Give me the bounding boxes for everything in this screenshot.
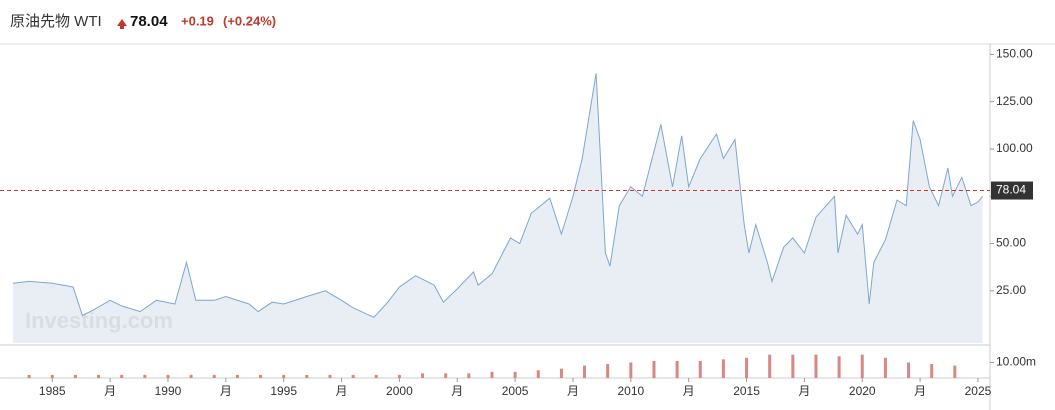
volume-bar: [143, 374, 147, 378]
volume-bar: [444, 373, 448, 378]
instrument-name: 原油先物 WTI: [10, 13, 102, 30]
volume-bar: [860, 354, 864, 378]
volume-bar: [513, 371, 517, 378]
change: +0.19: [181, 13, 214, 28]
x-tick-label: 月: [567, 384, 579, 398]
x-tick-label: 月: [798, 384, 810, 398]
volume-bar: [27, 374, 31, 378]
volume-bar: [97, 374, 101, 378]
x-tick-label: 1995: [270, 384, 297, 398]
volume-bar: [166, 374, 170, 378]
x-tick-label: 月: [104, 384, 116, 398]
x-tick-label: 月: [451, 384, 463, 398]
volume-bar: [282, 374, 286, 378]
volume-bar: [791, 354, 795, 378]
price-line: [12, 73, 983, 318]
volume-bar: [675, 360, 679, 378]
up-arrow: [117, 19, 127, 29]
volume-bar: [652, 360, 656, 378]
x-tick-label: 月: [336, 384, 348, 398]
y-tick-label: 150.00: [996, 47, 1033, 61]
volume-bar: [189, 374, 193, 378]
volume-bar: [953, 365, 957, 378]
volume-bar: [583, 365, 587, 378]
x-tick-label: 2015: [733, 384, 760, 398]
volume-bar: [721, 359, 725, 378]
volume-bar: [814, 354, 818, 378]
y-tick-label: 25.00: [996, 283, 1026, 297]
volume-bar: [351, 374, 355, 378]
volume-bar: [305, 374, 309, 378]
volume-bar: [606, 364, 610, 378]
x-tick-label: 2000: [386, 384, 413, 398]
volume-bar: [73, 374, 77, 378]
y-tick-label: 125.00: [996, 94, 1033, 108]
x-tick-label: 2005: [502, 384, 529, 398]
volume-bar: [930, 364, 934, 378]
change-pct: (+0.24%): [223, 13, 276, 28]
volume-bar: [907, 362, 911, 378]
volume-bar: [50, 374, 54, 378]
volume-bar: [559, 368, 563, 378]
volume-bar: [259, 374, 263, 378]
volume-bar: [698, 360, 702, 378]
volume-bar: [883, 357, 887, 378]
volume-bar: [120, 374, 124, 378]
x-tick-label: 1990: [155, 384, 182, 398]
x-tick-label: 月: [914, 384, 926, 398]
area-fill: [12, 73, 983, 344]
price: 78.04: [130, 13, 168, 30]
x-tick-label: 1985: [39, 384, 66, 398]
volume-bar: [536, 370, 540, 378]
y-tick-label: 50.00: [996, 236, 1026, 250]
volume-bar: [745, 357, 749, 378]
last-value-label: 78.04: [996, 183, 1026, 197]
volume-bar: [490, 371, 494, 378]
volume-bar: [328, 374, 332, 378]
volume-bar: [212, 374, 216, 378]
watermark: Investing.com: [25, 308, 173, 333]
volume-bar: [374, 374, 378, 378]
volume-bar: [768, 354, 772, 378]
last-value-box: [991, 181, 1033, 200]
volume-bar: [837, 356, 841, 378]
volume-bar: [467, 373, 471, 378]
volume-bar: [629, 362, 633, 378]
x-tick-label: 月: [220, 384, 232, 398]
y-tick-label: 100.00: [996, 141, 1033, 155]
x-tick-label: 2020: [849, 384, 876, 398]
volume-bar: [397, 374, 401, 378]
x-tick-label: 2025: [965, 384, 992, 398]
volume-bar: [235, 374, 239, 378]
volume-bar: [421, 373, 425, 378]
x-tick-label: 2010: [617, 384, 644, 398]
x-tick-label: 月: [683, 384, 695, 398]
volume-tick-label: 10.00m: [996, 355, 1036, 369]
